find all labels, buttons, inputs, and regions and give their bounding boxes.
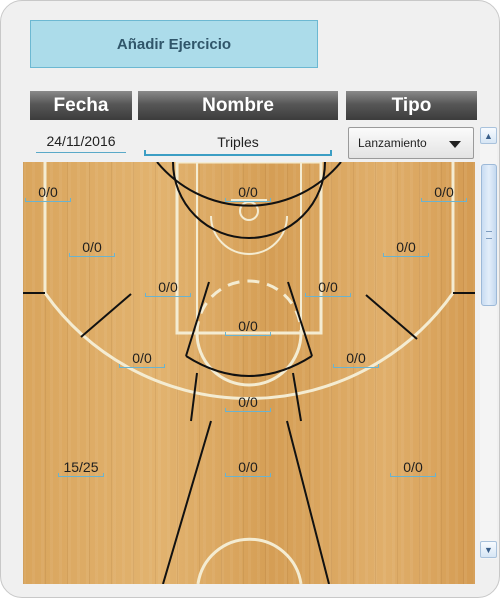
zone-corner-right[interactable]: 0/0 [421,184,467,202]
tipo-select[interactable]: Lanzamiento [348,127,474,159]
tipo-header: Tipo [346,91,477,120]
nombre-field[interactable]: Triples [144,130,332,156]
scroll-thumb[interactable] [481,164,497,306]
zone-three-center[interactable]: 0/0 [225,459,271,477]
zone-three-right[interactable]: 0/0 [390,459,436,477]
add-exercise-button[interactable]: Añadir Ejercicio [30,20,318,68]
zone-paint[interactable]: 0/0 [225,318,271,336]
zone-wing-left-mid[interactable]: 0/0 [119,350,165,368]
vertical-scrollbar[interactable]: ▲ ▼ [480,127,497,559]
fecha-field[interactable]: 24/11/2016 [36,130,126,153]
arrow-down-icon[interactable]: ▼ [480,541,497,558]
zone-elbow-left[interactable]: 0/0 [145,279,191,297]
zone-corner-left[interactable]: 0/0 [25,184,71,202]
zone-elbow-right[interactable]: 0/0 [305,279,351,297]
fecha-header: Fecha [30,91,132,120]
zone-top-of-arc[interactable]: 0/0 [225,394,271,412]
chevron-down-icon [449,141,461,148]
grip-icon [486,231,492,239]
tipo-select-value: Lanzamiento [358,136,427,150]
zone-three-left[interactable]: 15/25 [58,459,104,477]
nombre-header: Nombre [138,91,338,120]
zone-wing-right-mid[interactable]: 0/0 [333,350,379,368]
zone-wing-left-upper[interactable]: 0/0 [69,239,115,257]
zone-top-key[interactable]: 0/0 [225,184,271,202]
basketball-court: 0/0 0/0 0/0 0/0 0/0 0/0 0/0 0/0 0/0 0/0 … [23,162,475,584]
court-lines [23,162,475,584]
arrow-up-icon[interactable]: ▲ [480,127,497,144]
zone-wing-right-upper[interactable]: 0/0 [383,239,429,257]
